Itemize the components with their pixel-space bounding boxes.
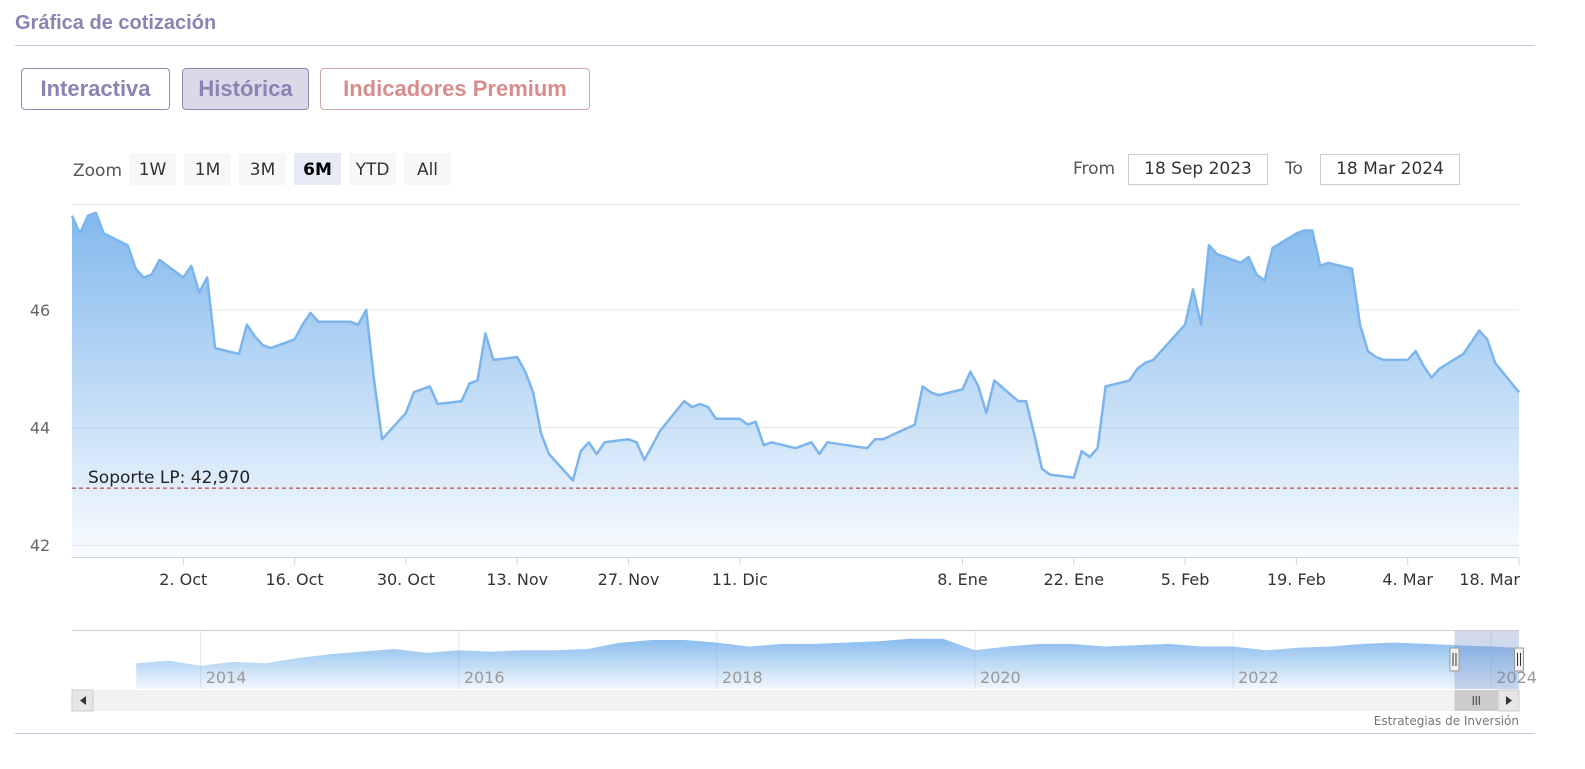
arrow-left-icon bbox=[80, 696, 86, 705]
navigator-tick-label: 2020 bbox=[980, 668, 1021, 687]
navigator-selection[interactable] bbox=[1454, 631, 1519, 689]
navigator-tick-label: 2024 bbox=[1496, 668, 1537, 687]
zoom-button-6m[interactable]: 6M bbox=[294, 153, 341, 185]
handle-body bbox=[1449, 647, 1460, 672]
zoom-button-all[interactable]: All bbox=[404, 153, 451, 185]
price-line bbox=[70, 211, 1520, 482]
tab-indicadores-premium[interactable]: Indicadores Premium bbox=[320, 68, 590, 110]
navigator-handle-right[interactable] bbox=[1514, 647, 1524, 672]
navigator-handle-left[interactable] bbox=[1449, 647, 1460, 672]
grip-icon bbox=[1472, 696, 1480, 705]
zoom-label: Zoom bbox=[73, 161, 122, 181]
support-label: Soporte LP: 42,970 bbox=[88, 468, 250, 488]
to-label: To bbox=[1284, 159, 1303, 179]
y-tick-label: 44 bbox=[30, 419, 50, 438]
navigator-series bbox=[136, 638, 1518, 689]
to-date-input[interactable]: 18 Mar 2024 bbox=[1320, 154, 1460, 185]
navigator[interactable]: 2014 2016 2018 2020 2022 2024 bbox=[72, 630, 1537, 690]
svg-text:All: All bbox=[417, 160, 438, 180]
svg-text:YTD: YTD bbox=[355, 160, 390, 180]
svg-text:6M: 6M bbox=[303, 160, 332, 180]
scroll-thumb[interactable] bbox=[1454, 690, 1498, 711]
x-tick-label: 27. Nov bbox=[598, 570, 660, 589]
scroll-left-button[interactable] bbox=[71, 689, 94, 712]
x-tick-label: 4. Mar bbox=[1382, 570, 1433, 589]
tab-interactiva[interactable]: Interactiva bbox=[21, 68, 170, 110]
svg-text:1M: 1M bbox=[195, 160, 220, 180]
x-tick-label: 16. Oct bbox=[266, 570, 324, 589]
bottom-divider bbox=[15, 733, 1535, 734]
navigator-tick-label: 2022 bbox=[1238, 668, 1279, 687]
scroll-right-button[interactable] bbox=[1497, 689, 1520, 712]
section-title: Gráfica de cotización bbox=[15, 12, 217, 34]
svg-text:3M: 3M bbox=[250, 160, 275, 180]
chart-credit: Estrategias de Inversión bbox=[1374, 714, 1519, 728]
navigator-tick-label: 2016 bbox=[464, 668, 505, 687]
y-tick-label: 46 bbox=[30, 301, 50, 320]
svg-text:18 Mar 2024: 18 Mar 2024 bbox=[1336, 159, 1444, 179]
x-tick-label: 18. Mar bbox=[1459, 570, 1520, 589]
from-label: From bbox=[1073, 159, 1115, 179]
navigator-tick-label: 2014 bbox=[206, 668, 247, 687]
x-tick-label: 30. Oct bbox=[377, 570, 435, 589]
handle-body bbox=[1514, 647, 1524, 672]
x-axis: 2. Oct 16. Oct 30. Oct 13. Nov 27. Nov 11. Di… bbox=[159, 557, 1520, 589]
from-date-input[interactable]: 18 Sep 2023 bbox=[1128, 154, 1268, 185]
svg-text:18 Sep 2023: 18 Sep 2023 bbox=[1144, 159, 1252, 179]
title-divider bbox=[15, 45, 1535, 46]
svg-text:1W: 1W bbox=[139, 160, 167, 180]
y-tick-label: 42 bbox=[30, 536, 50, 555]
x-tick-label: 2. Oct bbox=[159, 570, 207, 589]
zoom-button-1m[interactable]: 1M bbox=[184, 153, 231, 185]
x-tick-label: 5. Feb bbox=[1161, 570, 1210, 589]
zoom-button-1w[interactable]: 1W bbox=[129, 153, 176, 185]
navigator-tick-label: 2018 bbox=[722, 668, 763, 687]
x-tick-label: 19. Feb bbox=[1267, 570, 1326, 589]
zoom-button-3m[interactable]: 3M bbox=[239, 153, 286, 185]
x-tick-label: 11. Dic bbox=[712, 570, 768, 589]
zoom-button-ytd[interactable]: YTD bbox=[349, 153, 396, 185]
y-axis: 42 44 46 bbox=[30, 301, 50, 555]
scrollbar[interactable] bbox=[71, 689, 1520, 712]
arrow-right-icon bbox=[1506, 696, 1512, 705]
price-area bbox=[72, 212, 1519, 558]
x-tick-label: 8. Ene bbox=[937, 570, 987, 589]
tab-historica[interactable]: Histórica bbox=[182, 68, 309, 110]
x-tick-label: 13. Nov bbox=[486, 570, 548, 589]
x-tick-label: 22. Ene bbox=[1043, 570, 1104, 589]
